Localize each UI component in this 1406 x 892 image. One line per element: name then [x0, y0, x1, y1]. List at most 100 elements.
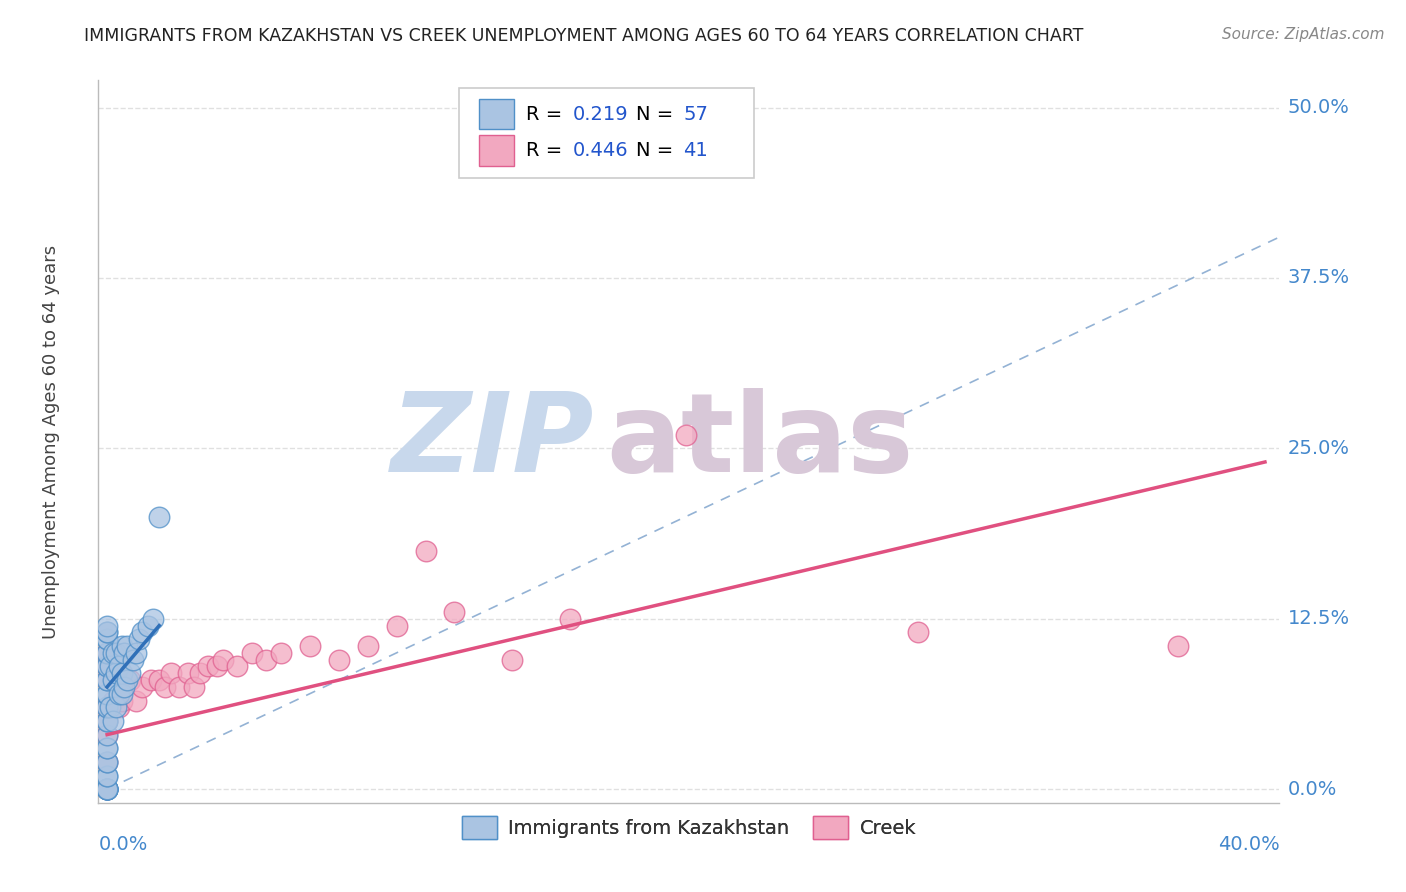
Point: [96, 782, 118, 797]
Point: [110, 687, 132, 701]
Point: [96, 782, 118, 797]
Text: 50.0%: 50.0%: [1288, 98, 1350, 117]
Point: [254, 653, 277, 667]
Text: 37.5%: 37.5%: [1288, 268, 1350, 287]
Point: [907, 625, 929, 640]
Point: [96, 700, 118, 714]
Point: [96, 782, 118, 797]
Point: [96, 687, 118, 701]
Point: [385, 618, 408, 632]
Point: [96, 687, 118, 701]
Text: 25.0%: 25.0%: [1288, 439, 1350, 458]
Point: [159, 666, 181, 681]
Point: [356, 639, 378, 653]
Point: [96, 646, 118, 660]
Point: [177, 666, 200, 681]
Point: [205, 659, 228, 673]
Point: [96, 700, 118, 714]
Point: [101, 693, 124, 707]
Point: [96, 782, 118, 797]
Point: [226, 659, 249, 673]
Point: [96, 714, 118, 728]
Point: [139, 673, 162, 687]
Point: [212, 653, 235, 667]
Point: [125, 646, 148, 660]
Point: [240, 646, 263, 660]
Point: [96, 755, 118, 769]
Point: [96, 673, 118, 687]
Point: [101, 646, 124, 660]
Point: [96, 755, 118, 769]
FancyBboxPatch shape: [478, 136, 515, 166]
Point: [148, 673, 170, 687]
Point: [104, 666, 127, 681]
Point: [270, 646, 292, 660]
Point: [96, 632, 118, 647]
Point: [675, 427, 697, 442]
Point: [110, 666, 132, 681]
Point: [1167, 639, 1189, 653]
Text: atlas: atlas: [606, 388, 914, 495]
Point: [415, 543, 437, 558]
Text: Unemployment Among Ages 60 to 64 years: Unemployment Among Ages 60 to 64 years: [42, 244, 60, 639]
Point: [128, 632, 150, 647]
Point: [120, 666, 142, 681]
Text: N =: N =: [636, 141, 679, 160]
Point: [501, 653, 523, 667]
Legend: Immigrants from Kazakhstan, Creek: Immigrants from Kazakhstan, Creek: [454, 808, 924, 847]
Point: [96, 782, 118, 797]
Point: [148, 509, 170, 524]
Point: [131, 625, 153, 640]
Text: 0.219: 0.219: [574, 104, 628, 124]
Text: Source: ZipAtlas.com: Source: ZipAtlas.com: [1222, 27, 1385, 42]
Text: IMMIGRANTS FROM KAZAKHSTAN VS CREEK UNEMPLOYMENT AMONG AGES 60 TO 64 YEARS CORRE: IMMIGRANTS FROM KAZAKHSTAN VS CREEK UNEM…: [84, 27, 1084, 45]
Point: [104, 700, 127, 714]
Point: [96, 632, 118, 647]
Text: N =: N =: [636, 104, 679, 124]
Text: 0.0%: 0.0%: [1288, 780, 1337, 798]
Point: [110, 693, 132, 707]
Point: [104, 646, 127, 660]
Point: [125, 693, 148, 707]
Text: 12.5%: 12.5%: [1288, 609, 1350, 628]
Point: [96, 700, 118, 714]
Point: [96, 782, 118, 797]
Point: [107, 659, 129, 673]
Point: [96, 741, 118, 756]
Text: 0.446: 0.446: [574, 141, 628, 160]
Point: [96, 714, 118, 728]
Point: [96, 768, 118, 782]
Point: [560, 612, 582, 626]
Point: [443, 605, 465, 619]
Point: [96, 755, 118, 769]
Point: [98, 700, 121, 714]
Point: [96, 714, 118, 728]
Point: [101, 714, 124, 728]
Point: [110, 639, 132, 653]
Point: [96, 659, 118, 673]
Point: [96, 741, 118, 756]
Point: [96, 728, 118, 742]
Point: [107, 687, 129, 701]
Point: [131, 680, 153, 694]
Point: [96, 646, 118, 660]
Point: [101, 673, 124, 687]
Point: [197, 659, 219, 673]
Point: [117, 639, 139, 653]
Text: R =: R =: [526, 104, 568, 124]
Point: [122, 653, 145, 667]
Point: [114, 680, 136, 694]
Point: [188, 666, 211, 681]
Point: [114, 646, 136, 660]
Text: 57: 57: [683, 104, 707, 124]
Text: ZIP: ZIP: [391, 388, 595, 495]
Text: 0.0%: 0.0%: [98, 835, 148, 855]
Point: [107, 700, 129, 714]
Text: R =: R =: [526, 141, 568, 160]
Point: [114, 680, 136, 694]
Point: [96, 782, 118, 797]
Point: [96, 673, 118, 687]
FancyBboxPatch shape: [458, 87, 754, 178]
Point: [96, 625, 118, 640]
Text: 40.0%: 40.0%: [1218, 835, 1279, 855]
